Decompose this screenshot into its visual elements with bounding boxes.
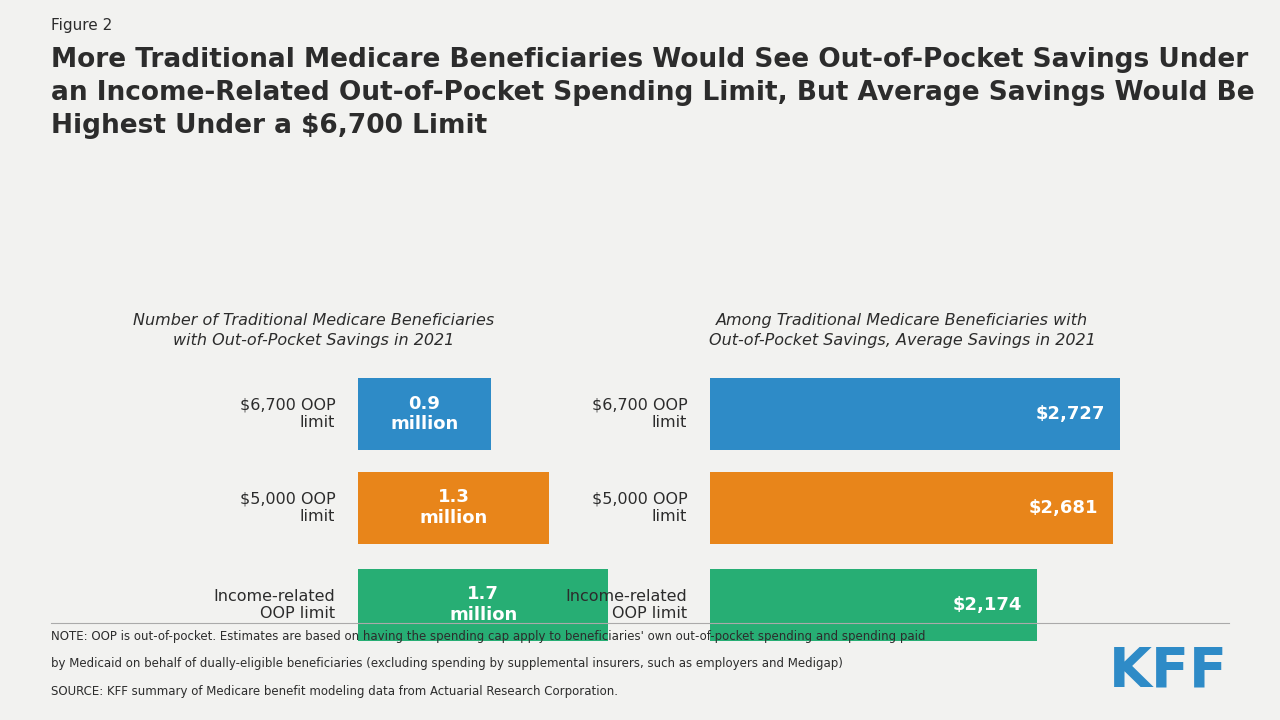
Text: NOTE: OOP is out-of-pocket. Estimates are based on having the spending cap apply: NOTE: OOP is out-of-pocket. Estimates ar… xyxy=(51,630,925,643)
Text: 1.7
million: 1.7 million xyxy=(449,585,517,624)
Text: $2,681: $2,681 xyxy=(1028,498,1098,517)
Text: $5,000 OOP
limit: $5,000 OOP limit xyxy=(239,492,335,524)
Text: SOURCE: KFF summary of Medicare benefit modeling data from Actuarial Research Co: SOURCE: KFF summary of Medicare benefit … xyxy=(51,685,618,698)
Text: More Traditional Medicare Beneficiaries Would See Out-of-Pocket Savings Under
an: More Traditional Medicare Beneficiaries … xyxy=(51,47,1254,139)
Text: Income-related
OOP limit: Income-related OOP limit xyxy=(214,589,335,621)
Text: $6,700 OOP
limit: $6,700 OOP limit xyxy=(239,397,335,430)
Text: 1.3
million: 1.3 million xyxy=(420,488,488,527)
Text: Income-related
OOP limit: Income-related OOP limit xyxy=(566,589,687,621)
Text: KFF: KFF xyxy=(1108,644,1228,698)
Text: $5,000 OOP
limit: $5,000 OOP limit xyxy=(591,492,687,524)
Text: $2,174: $2,174 xyxy=(952,596,1021,613)
Text: Figure 2: Figure 2 xyxy=(51,18,113,33)
Text: $6,700 OOP
limit: $6,700 OOP limit xyxy=(591,397,687,430)
Text: $2,727: $2,727 xyxy=(1036,405,1105,423)
Text: Among Traditional Medicare Beneficiaries with
Out-of-Pocket Savings, Average Sav: Among Traditional Medicare Beneficiaries… xyxy=(709,313,1096,348)
Text: Number of Traditional Medicare Beneficiaries
with Out-of-Pocket Savings in 2021: Number of Traditional Medicare Beneficia… xyxy=(133,313,494,348)
Text: by Medicaid on behalf of dually-eligible beneficiaries (excluding spending by su: by Medicaid on behalf of dually-eligible… xyxy=(51,657,844,670)
Text: 0.9
million: 0.9 million xyxy=(390,395,458,433)
